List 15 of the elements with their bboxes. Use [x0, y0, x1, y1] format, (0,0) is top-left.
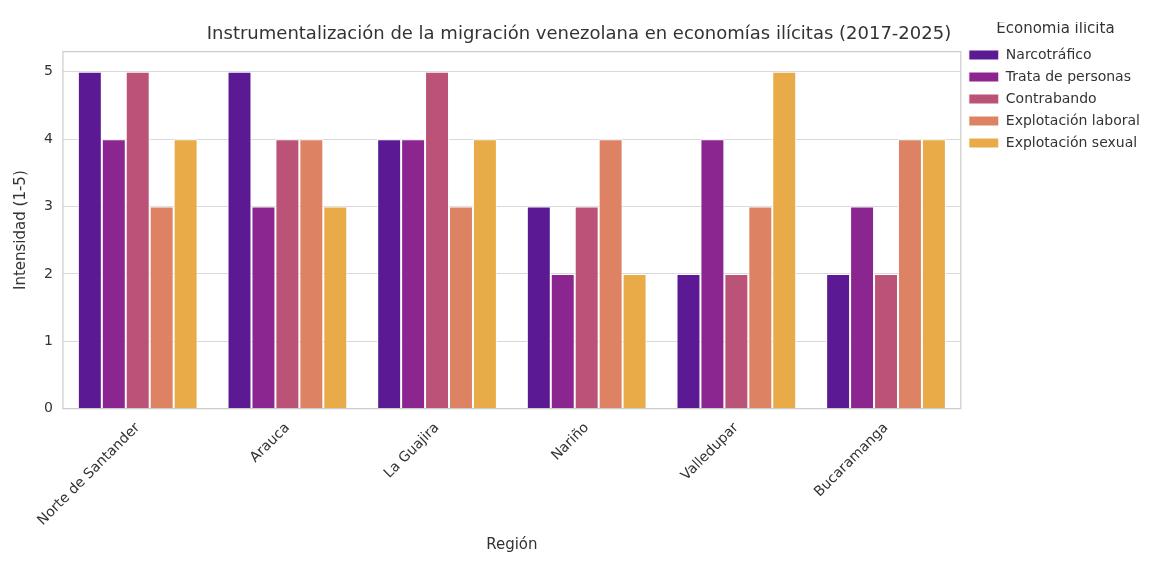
legend-title: Economía ilícita [996, 19, 1115, 38]
legend-label: Contrabando [1005, 89, 1097, 106]
legend-label: Trata de personas [1004, 67, 1132, 84]
y-tick-label: 1 [43, 331, 53, 348]
y-tick-label: 3 [43, 197, 53, 214]
legend-label: Narcotráfico [1005, 45, 1092, 62]
y-tick-label: 5 [43, 62, 53, 79]
y-tick-label: 2 [43, 264, 53, 281]
x-axis-title: Región [486, 534, 538, 553]
y-axis-title: Intensidad (1-5) [10, 170, 29, 290]
chart-title: Instrumentalización de la migración venezolana en economías ilícitas (2017-2025) [206, 22, 952, 44]
legend-label: Explotación sexual [1005, 133, 1138, 150]
legend-label: Explotación laboral [1005, 111, 1141, 128]
y-tick-label: 0 [43, 399, 53, 416]
y-tick-label: 4 [43, 129, 53, 146]
